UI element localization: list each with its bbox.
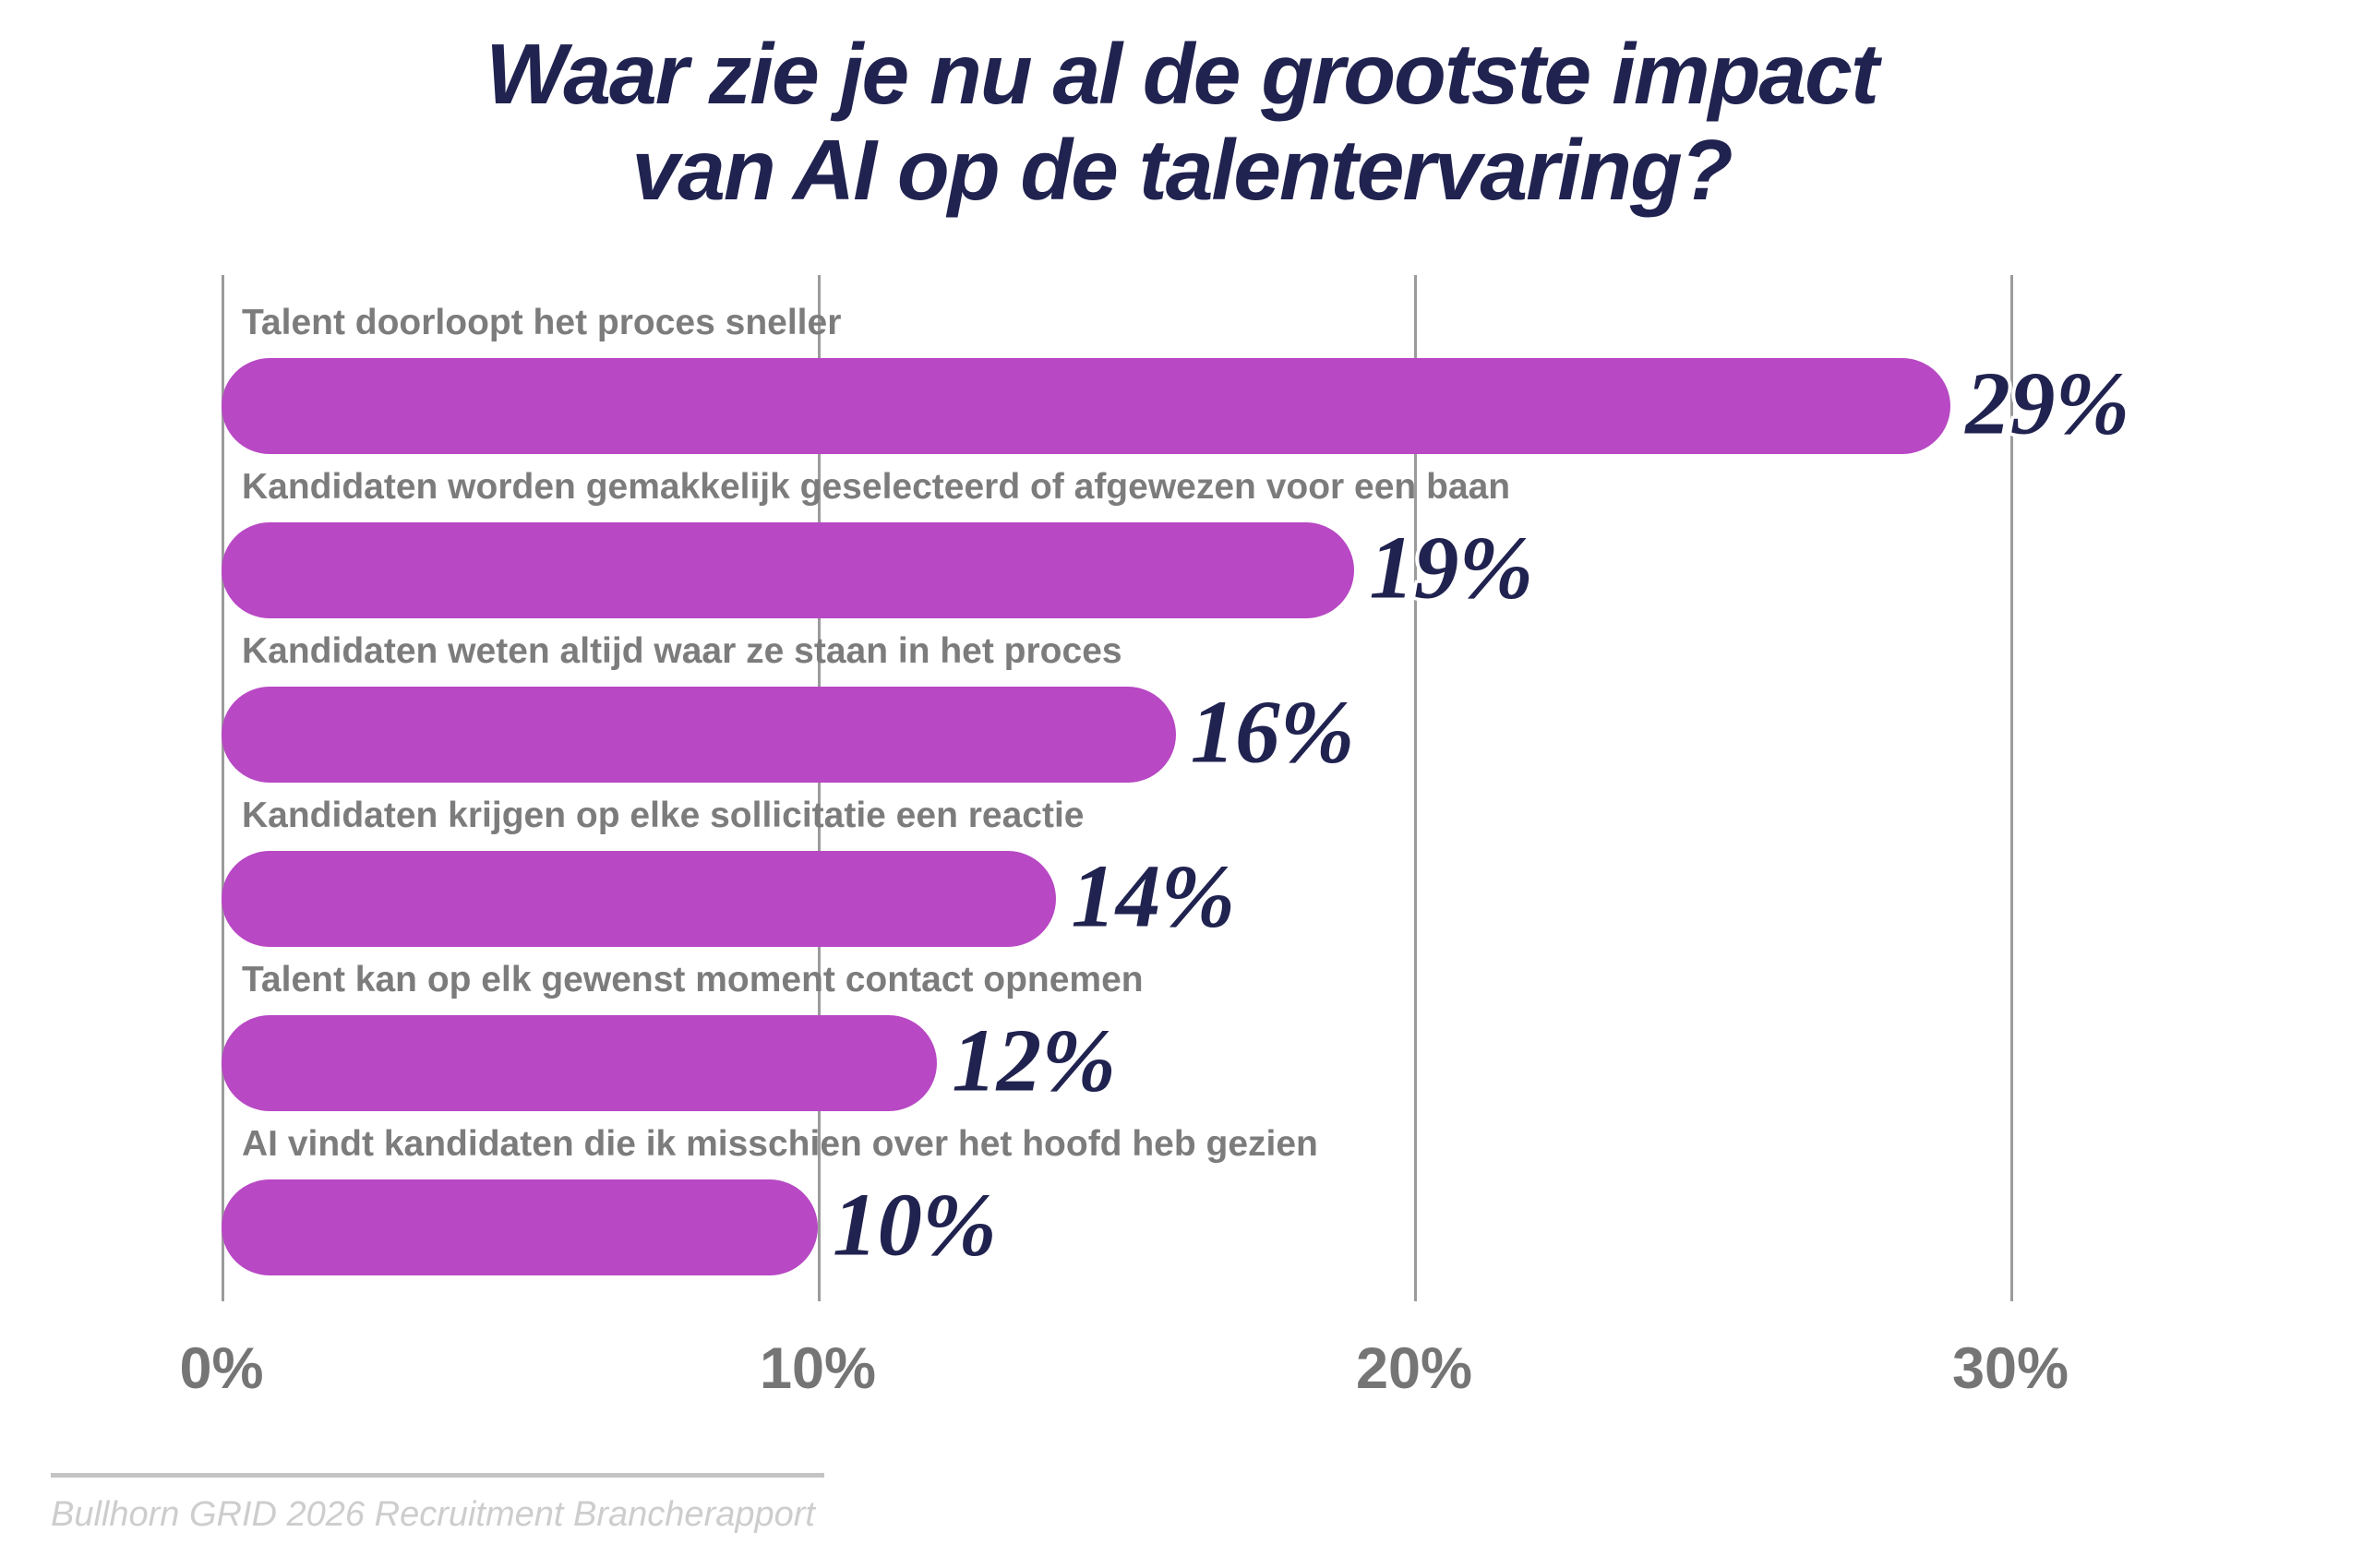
bar[interactable] bbox=[222, 1179, 818, 1275]
bar[interactable] bbox=[222, 851, 1057, 947]
bar[interactable] bbox=[222, 1015, 938, 1111]
bar[interactable] bbox=[222, 687, 1176, 783]
bar-value-label: 12% bbox=[952, 1011, 1116, 1110]
chart-title-line2: van AI op de talentervaring? bbox=[631, 122, 1733, 219]
bar-value-label: 16% bbox=[1190, 682, 1355, 782]
bar-value-label: 29% bbox=[1965, 353, 2130, 453]
bar-value-label: 19% bbox=[1369, 518, 1534, 617]
x-axis-tick-label: 20% bbox=[1355, 1336, 1473, 1401]
bar-category-label: Kandidaten worden gemakkelijk geselectee… bbox=[242, 467, 1511, 507]
x-axis-tick-label: 10% bbox=[759, 1336, 877, 1401]
bar-category-label: Talent doorloopt het proces sneller bbox=[242, 303, 842, 342]
gridline-30% bbox=[2010, 275, 2013, 1301]
plot-area: Talent doorloopt het proces sneller 29% Ka… bbox=[222, 275, 2215, 1301]
bar-value-label: 10% bbox=[833, 1175, 997, 1275]
y-axis-line bbox=[222, 275, 224, 1301]
bar-category-label: Talent kan op elk gewenst moment contact… bbox=[242, 960, 1144, 999]
gridline-20% bbox=[1414, 275, 1417, 1301]
bar[interactable] bbox=[222, 522, 1355, 618]
chart-title-line1: Waar zie je nu al de grootste impact bbox=[486, 26, 1879, 122]
bar-category-label: Kandidaten krijgen op elke sollicitatie … bbox=[242, 796, 1085, 835]
source-caption: Bullhorn GRID 2026 Recruitment Branchera… bbox=[51, 1495, 815, 1534]
bar-category-label: Kandidaten weten altijd waar ze staan in… bbox=[242, 631, 1122, 671]
gridline-10% bbox=[818, 275, 821, 1301]
bar[interactable] bbox=[222, 358, 1951, 454]
chart-title: Waar zie je nu al de grootste impact van… bbox=[0, 26, 2363, 218]
bar-category-label: AI vindt kandidaten die ik misschien ove… bbox=[242, 1124, 1318, 1164]
x-axis-tick-label: 0% bbox=[179, 1336, 264, 1401]
bar-value-label: 14% bbox=[1071, 846, 1236, 946]
source-divider-line bbox=[51, 1473, 824, 1478]
x-axis-tick-label: 30% bbox=[1951, 1336, 2069, 1401]
